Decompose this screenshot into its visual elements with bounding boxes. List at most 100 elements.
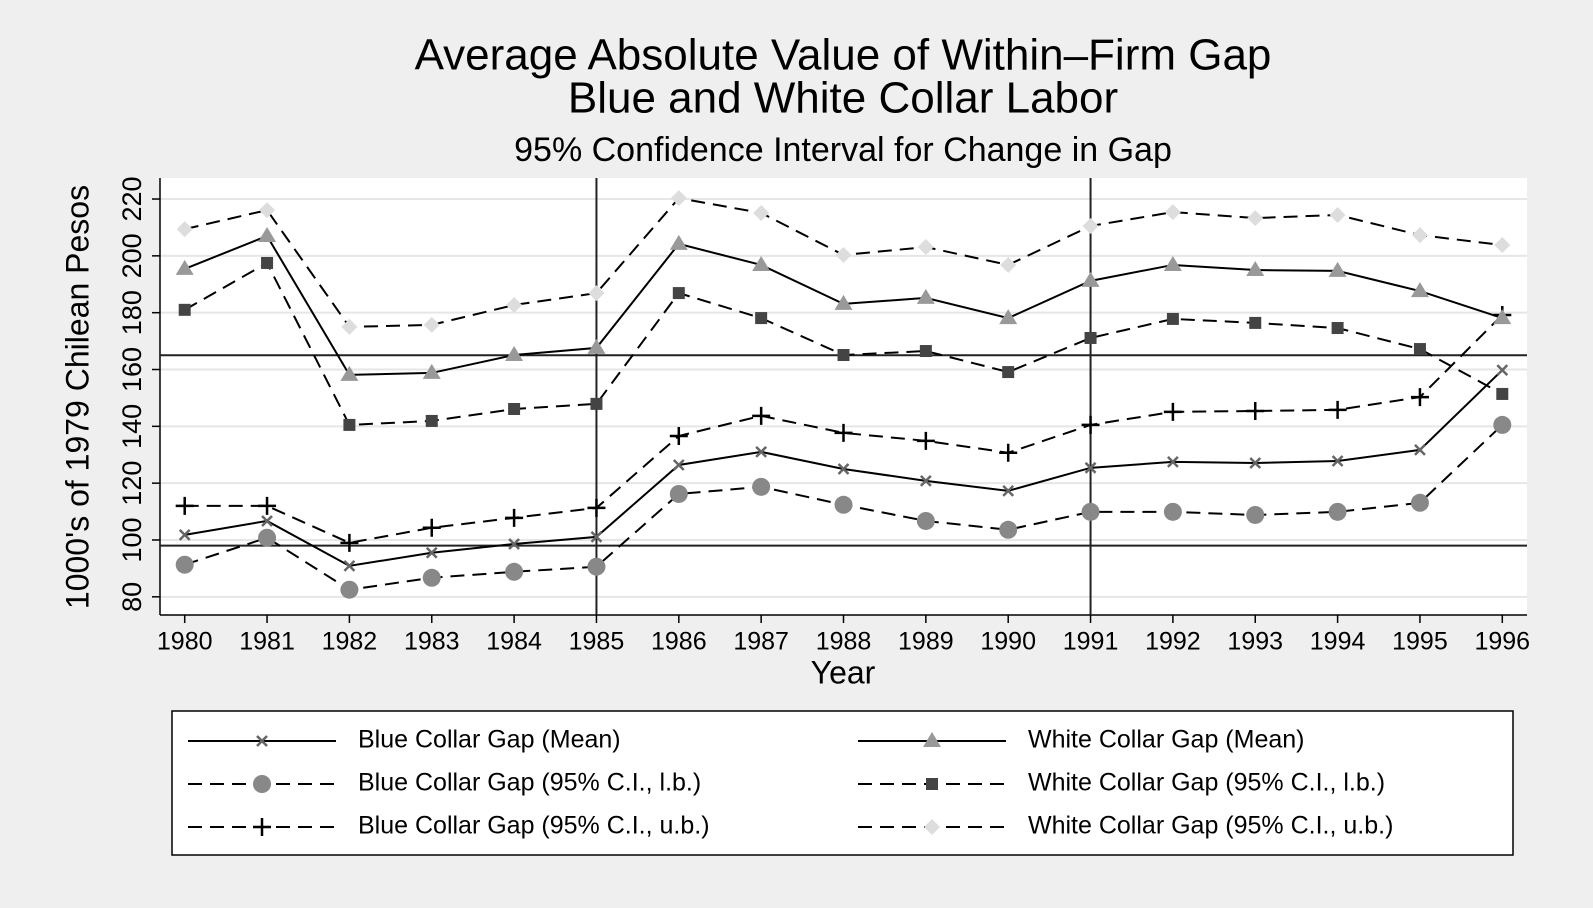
x-tick-label: 1981 [239, 628, 295, 656]
marker [176, 221, 193, 238]
marker [422, 363, 441, 379]
marker [1246, 505, 1265, 524]
marker [1410, 388, 1429, 407]
x-tick-label: 1986 [651, 628, 707, 656]
marker [422, 518, 441, 537]
y-axis-label: 1000's of 1979 Chilean Pesos [59, 185, 95, 609]
marker [590, 530, 603, 543]
x-tick-label: 1995 [1392, 628, 1448, 656]
marker [258, 226, 277, 242]
marker [175, 555, 194, 574]
chart-title: Blue and White Collar Labor [568, 74, 1118, 123]
marker [1247, 210, 1264, 227]
x-tick-label: 1991 [1063, 628, 1119, 656]
x-tick-label: 1985 [569, 628, 625, 656]
marker [1002, 484, 1015, 497]
marker [1493, 415, 1512, 434]
marker [834, 423, 853, 442]
marker [1002, 366, 1015, 379]
marker [672, 287, 685, 300]
marker [258, 528, 277, 547]
x-tick-label: 1989 [898, 628, 954, 656]
marker [752, 255, 771, 271]
marker [425, 414, 438, 427]
marker [178, 303, 191, 316]
marker [999, 443, 1018, 462]
legend-marker [924, 819, 940, 835]
marker [672, 459, 685, 471]
marker [343, 559, 356, 572]
legend-label: White Collar Gap (Mean) [1028, 726, 1304, 754]
marker [340, 533, 359, 552]
marker [755, 446, 768, 458]
marker [834, 495, 853, 514]
marker [1329, 206, 1346, 223]
marker [340, 580, 359, 599]
marker [1081, 415, 1100, 434]
marker [425, 546, 438, 559]
x-tick-label: 1980 [157, 628, 213, 656]
marker [1414, 444, 1426, 456]
marker [919, 475, 932, 487]
marker [1331, 455, 1344, 467]
legend-marker [256, 735, 268, 747]
chart-title: Average Absolute Value of Within–Firm Ga… [415, 31, 1272, 80]
marker [259, 202, 276, 219]
marker [1164, 204, 1181, 221]
marker [916, 288, 935, 304]
marker [1496, 364, 1509, 376]
marker [1494, 237, 1511, 254]
marker [1081, 271, 1100, 287]
legend-marker [926, 778, 938, 790]
marker [1331, 322, 1344, 335]
y-tick-label: 140 [117, 404, 147, 449]
legend-label: Blue Collar Gap (95% C.I., l.b.) [358, 769, 701, 797]
x-tick-label: 1984 [486, 628, 542, 656]
marker [258, 496, 277, 515]
marker [1000, 256, 1017, 273]
legend-label: Blue Collar Gap (Mean) [358, 726, 621, 754]
legend-marker [253, 775, 271, 793]
marker [837, 349, 850, 362]
marker [1328, 400, 1347, 419]
marker [1082, 218, 1099, 235]
marker [916, 511, 935, 530]
marker [1084, 461, 1097, 474]
marker [1081, 502, 1100, 521]
marker [1163, 402, 1182, 421]
marker [1166, 312, 1179, 325]
marker [178, 528, 191, 541]
x-tick-label: 1992 [1145, 628, 1201, 656]
marker [1163, 255, 1182, 271]
marker [506, 297, 523, 314]
x-tick-label: 1990 [980, 628, 1036, 656]
marker [505, 562, 524, 581]
marker [175, 259, 194, 275]
y-tick-label: 200 [117, 233, 147, 278]
marker [669, 484, 688, 503]
marker [1410, 493, 1429, 512]
marker [919, 345, 932, 358]
marker [1246, 261, 1265, 277]
legend-marker [923, 732, 941, 747]
marker [753, 204, 770, 221]
legend-label: Blue Collar Gap (95% C.I., u.b.) [358, 812, 710, 840]
marker [1493, 309, 1512, 325]
marker [917, 239, 934, 256]
marker [834, 294, 853, 310]
marker [1084, 331, 1097, 344]
marker [755, 312, 768, 325]
marker [261, 256, 274, 269]
marker [835, 247, 852, 264]
marker [422, 568, 441, 587]
legend-label: White Collar Gap (95% C.I., l.b.) [1028, 769, 1385, 797]
marker [1328, 261, 1347, 277]
x-tick-label: 1982 [322, 628, 378, 656]
marker [341, 318, 358, 335]
x-tick-label: 1996 [1474, 628, 1530, 656]
marker [343, 418, 356, 431]
x-tick-label: 1993 [1227, 628, 1283, 656]
y-tick-label: 160 [117, 347, 147, 392]
marker [752, 477, 771, 496]
